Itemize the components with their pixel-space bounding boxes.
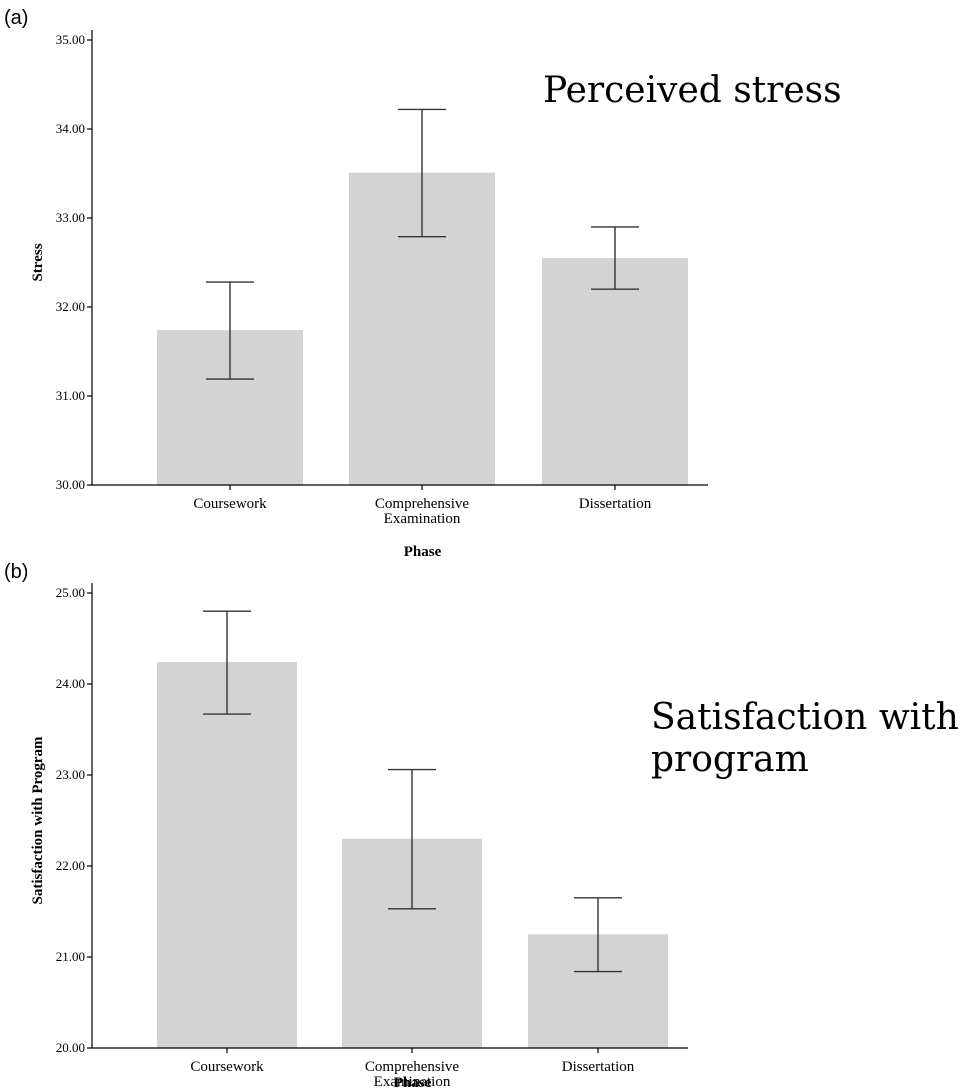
panel-b-x-axis-title: Phase — [394, 1075, 432, 1091]
panel-a-chart-title: Perceived stress — [543, 70, 842, 111]
panel-b-chart-title: Satisfaction with program — [651, 697, 959, 780]
panel-b-category-label-1: Coursework — [190, 1059, 264, 1075]
panel-a-label: (a) — [4, 7, 28, 29]
panel-b-category-label-3: Dissertation — [562, 1059, 635, 1075]
panel-a-bar-3 — [542, 258, 688, 485]
panel-a-x-axis-title: Phase — [404, 544, 442, 560]
panel-a-error-bar-2 — [398, 108, 446, 238]
panel-a-y-axis-title: Stress — [30, 243, 46, 281]
panel-a-y-tick-label-6: 35.00 — [56, 32, 85, 47]
panel-a-category-label-3: Dissertation — [579, 496, 652, 512]
panel-b-y-tick-label-3: 22.00 — [56, 858, 85, 873]
panel-a-y-tick-label-3: 32.00 — [56, 299, 85, 314]
panel-b-bar-1 — [157, 662, 297, 1048]
panel-a-error-bar-3 — [591, 226, 639, 290]
panel-b-label: (b) — [4, 561, 28, 583]
panel-b-y-axis-title: Satisfaction with Program — [30, 736, 46, 905]
panel-b-error-bar-2 — [388, 768, 436, 910]
panel-b-chart: (b) 20.00 21.00 22.00 23.00 24.00 25.00 Coursew… — [4, 561, 959, 1091]
panel-a-y-tick-label-4: 33.00 — [56, 210, 85, 225]
panel-a-chart: (a) 30.00 31.00 32.00 33.00 34.00 35.00 Coursew… — [4, 7, 842, 560]
panel-a-y-tick-label-2: 31.00 — [56, 388, 85, 403]
panel-b-y-tick-label-5: 24.00 — [56, 676, 85, 691]
panel-b-y-tick-label-1: 20.00 — [56, 1040, 85, 1055]
panel-b-error-bar-1 — [203, 610, 251, 715]
panel-a-y-tick-label-1: 30.00 — [56, 477, 85, 492]
panel-b-y-tick-label-2: 21.00 — [56, 949, 85, 964]
panel-b-category-label-2: Comprehensive Examination — [365, 1059, 459, 1090]
panel-b-y-tick-label-6: 25.00 — [56, 585, 85, 600]
panel-a-category-label-2: Comprehensive Examination — [375, 496, 469, 527]
panel-b-y-tick-label-4: 23.00 — [56, 767, 85, 782]
panel-a-error-bar-1 — [206, 281, 254, 380]
panel-a-y-tick-label-5: 34.00 — [56, 121, 85, 136]
panel-b-error-bar-3 — [574, 897, 622, 973]
panel-a-category-label-1: Coursework — [193, 496, 267, 512]
